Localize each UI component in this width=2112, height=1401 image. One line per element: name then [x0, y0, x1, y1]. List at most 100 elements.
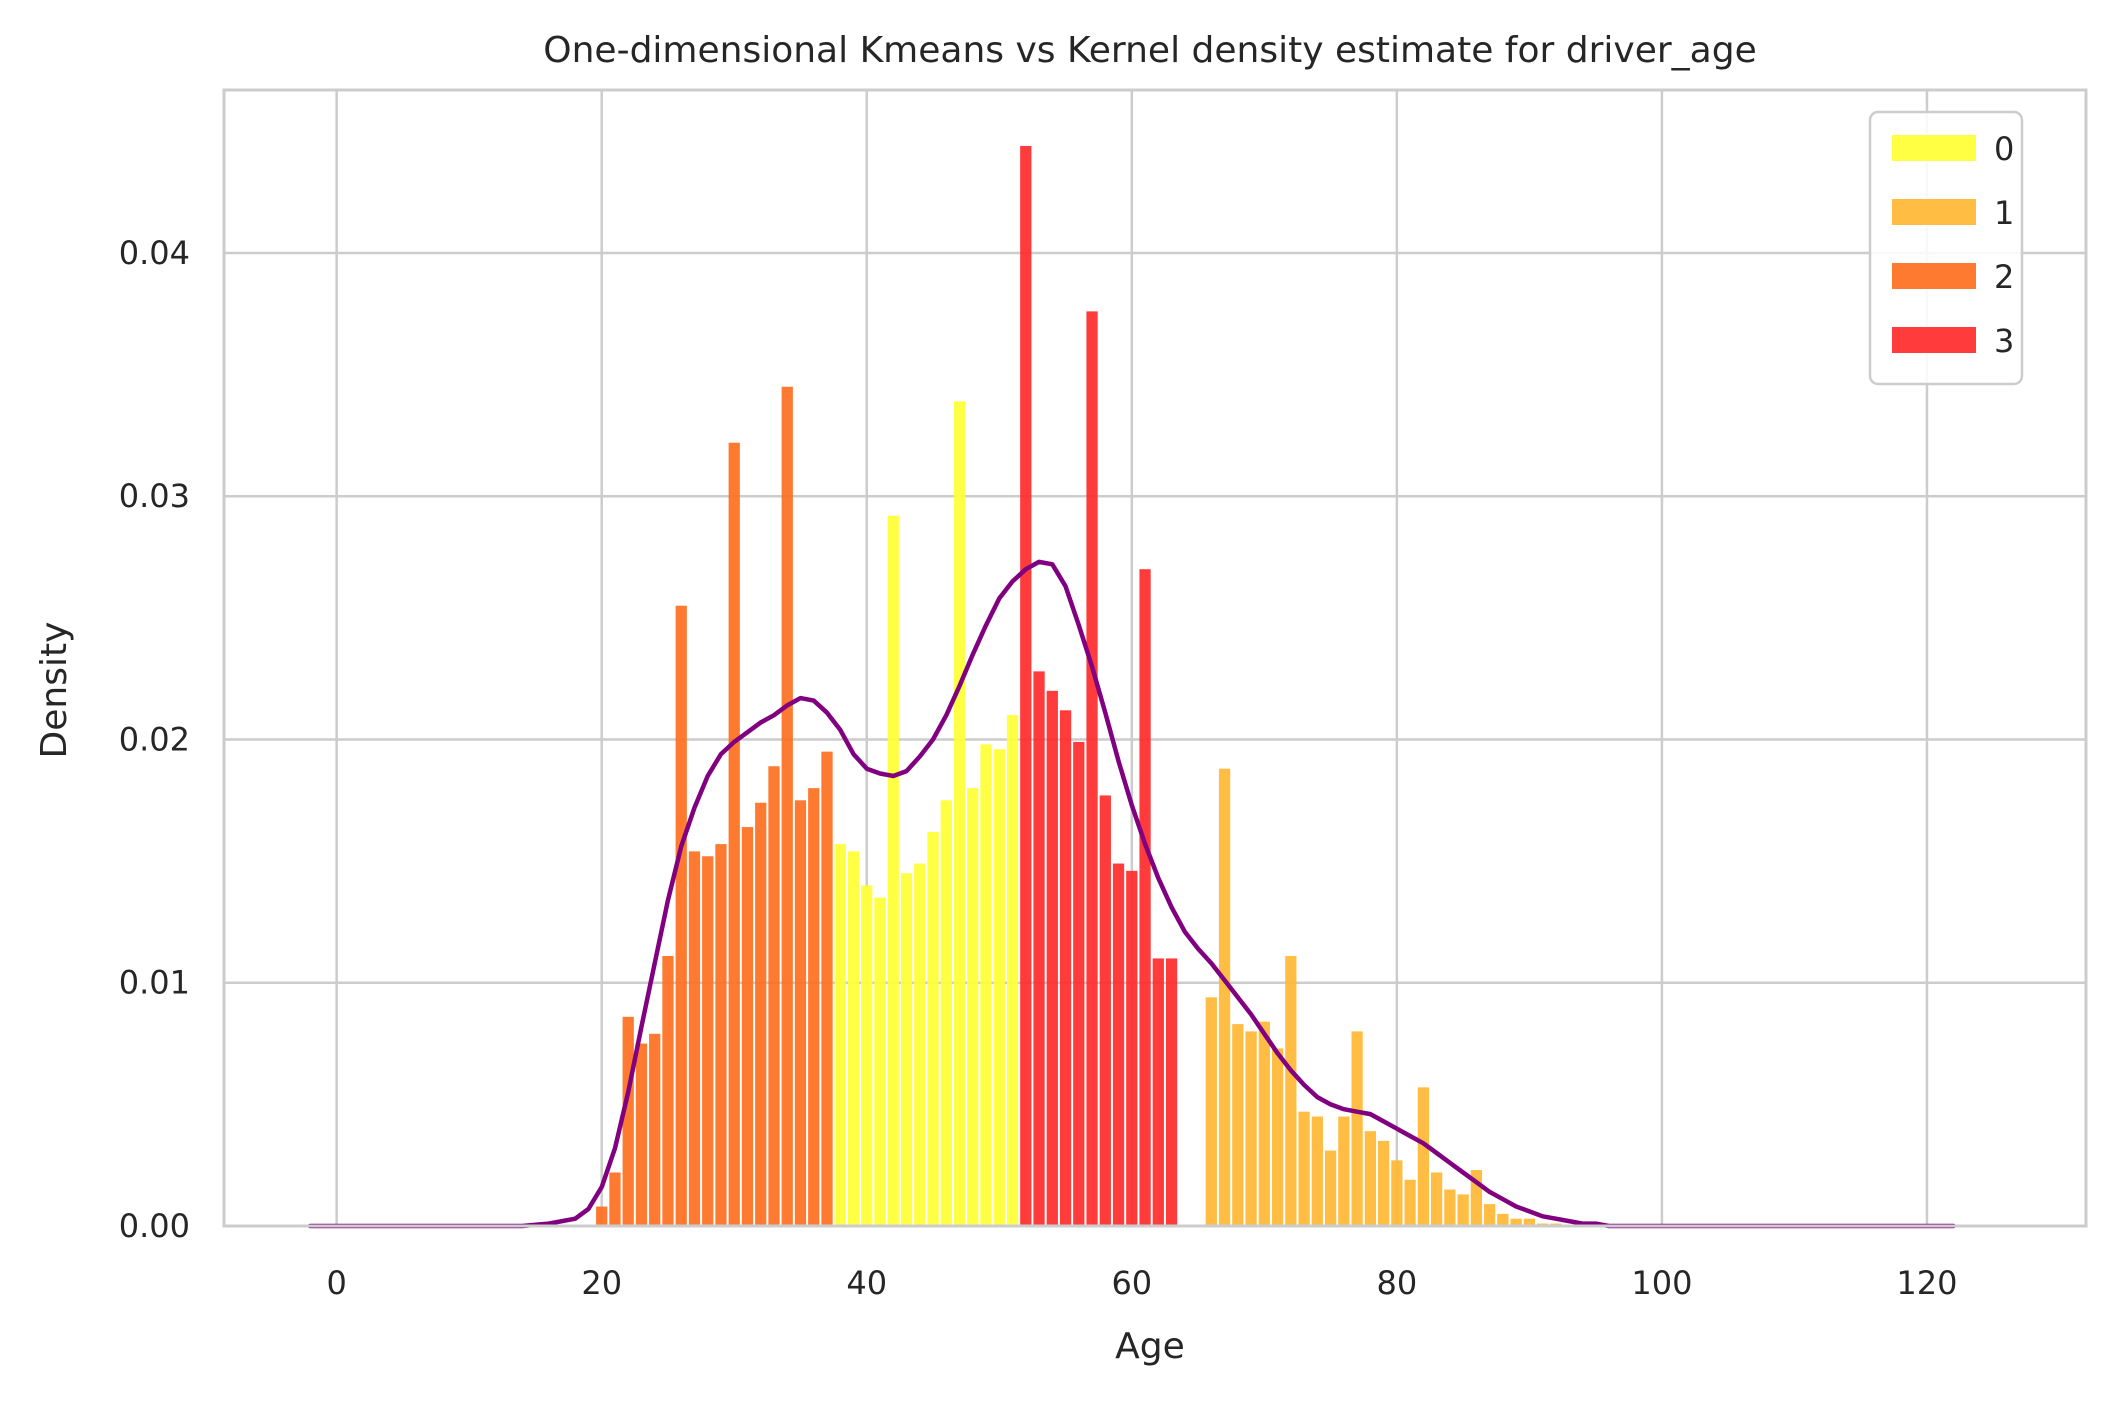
histogram-bar [1417, 1087, 1429, 1226]
histogram-bar [1497, 1213, 1509, 1226]
kde-line [307, 559, 1956, 1229]
y-tick-label: 0.03 [119, 477, 190, 515]
y-axis-label: Density [34, 622, 75, 759]
histogram-bar [808, 788, 820, 1226]
x-tick-label: 80 [1377, 1264, 1418, 1302]
histogram-bar [1351, 1031, 1363, 1226]
histogram-bar [847, 851, 860, 1226]
histogram-bar [1205, 997, 1217, 1226]
histogram-bar [1523, 1218, 1536, 1226]
histogram-bar [1324, 1150, 1337, 1226]
histogram-bar [781, 386, 793, 1226]
x-tick-label: 0 [326, 1264, 346, 1302]
y-tick-label: 0.00 [119, 1207, 190, 1245]
legend-box [1868, 110, 2024, 386]
legend: 0 1 2 3 [1868, 110, 2024, 386]
histogram-bar [768, 766, 780, 1226]
histogram-bar [755, 802, 767, 1226]
histogram-bar [1152, 958, 1164, 1226]
histogram-bar [1311, 1116, 1323, 1226]
plot-frame [222, 88, 2088, 1228]
histogram-bar [1020, 145, 1032, 1226]
histogram-bar [1457, 1194, 1469, 1226]
histogram-bar [1086, 311, 1098, 1226]
histogram-bar [993, 749, 1005, 1226]
histogram-bar [1073, 741, 1085, 1226]
histogram-bar [1006, 715, 1019, 1226]
histogram-bar [702, 856, 714, 1226]
histogram-bar [900, 873, 913, 1226]
histogram-bar [914, 863, 926, 1226]
legend-swatch [1892, 135, 1976, 161]
histogram-bar [596, 1206, 608, 1226]
histogram-bar [967, 788, 979, 1226]
histogram-bar [1271, 1048, 1284, 1226]
histogram-bar [1470, 1170, 1483, 1226]
histogram-bar [794, 800, 807, 1226]
histogram-bar [834, 844, 846, 1226]
histogram-bar [1033, 671, 1045, 1226]
y-tick-label: 0.01 [119, 964, 190, 1002]
x-tick-label: 40 [846, 1264, 887, 1302]
histogram-bar [1285, 955, 1297, 1226]
legend-label: 3 [1994, 322, 2014, 360]
legend-swatch [1892, 263, 1976, 289]
histogram-bar [1483, 1204, 1496, 1226]
histogram-bars [596, 145, 1562, 1226]
histogram-bar [1099, 795, 1111, 1226]
histogram-bar [741, 827, 754, 1226]
histogram-bar [1232, 1024, 1244, 1226]
legend-swatch [1892, 199, 1976, 225]
axes-frame [222, 88, 2088, 1228]
histogram-bar [874, 897, 886, 1226]
histogram-bar [861, 885, 873, 1226]
histogram-bar [821, 751, 833, 1226]
histogram-bar [1444, 1189, 1456, 1226]
histogram-bar [1391, 1160, 1403, 1226]
histogram-bar [1430, 1172, 1443, 1226]
kde-curve-group [307, 559, 1956, 1229]
histogram-bar [1245, 1031, 1257, 1226]
histogram-bar [1364, 1131, 1376, 1226]
histogram-bar [649, 1033, 661, 1226]
legend-label: 1 [1994, 194, 2014, 232]
histogram-bar [1059, 710, 1072, 1226]
histogram-bar [1298, 1111, 1310, 1226]
x-axis-label: Age [1115, 1326, 1185, 1367]
x-tick-label: 120 [1896, 1264, 1957, 1302]
tick-labels: 0 20 40 60 80 100 120 0.00 0.01 0.02 0.03 0.04 [119, 234, 1958, 1302]
histogram-bar [728, 442, 740, 1226]
histogram-bar [635, 1043, 648, 1226]
histogram-bar [940, 800, 952, 1226]
histogram-bar [1377, 1140, 1390, 1226]
histogram-bar [675, 605, 687, 1226]
histogram-bar [715, 844, 727, 1226]
histogram-bar [1165, 958, 1178, 1226]
histogram-bar [1258, 1021, 1270, 1226]
histogram-bar [622, 1016, 634, 1226]
histogram-bar [662, 955, 674, 1226]
legend-swatch [1892, 327, 1976, 353]
histogram-bar [1139, 569, 1151, 1226]
histogram-bar [887, 515, 899, 1226]
x-tick-label: 100 [1631, 1264, 1692, 1302]
histogram-bar [1338, 1116, 1350, 1226]
histogram-bar [1112, 863, 1125, 1226]
histogram-bar [1510, 1218, 1522, 1226]
histogram-bar [1218, 768, 1231, 1226]
legend-label: 0 [1994, 130, 2014, 168]
x-tick-label: 20 [581, 1264, 622, 1302]
histogram-bar [688, 851, 701, 1226]
histogram-bar [1404, 1179, 1416, 1226]
histogram-bar [953, 401, 966, 1226]
x-tick-label: 60 [1111, 1264, 1152, 1302]
histogram-bar [609, 1172, 621, 1226]
histogram-bar [1046, 690, 1058, 1226]
legend-label: 2 [1994, 258, 2014, 296]
y-tick-label: 0.04 [119, 234, 190, 272]
chart-title: One-dimensional Kmeans vs Kernel density… [543, 30, 1756, 71]
y-tick-label: 0.02 [119, 720, 190, 758]
histogram-bar [980, 744, 992, 1226]
